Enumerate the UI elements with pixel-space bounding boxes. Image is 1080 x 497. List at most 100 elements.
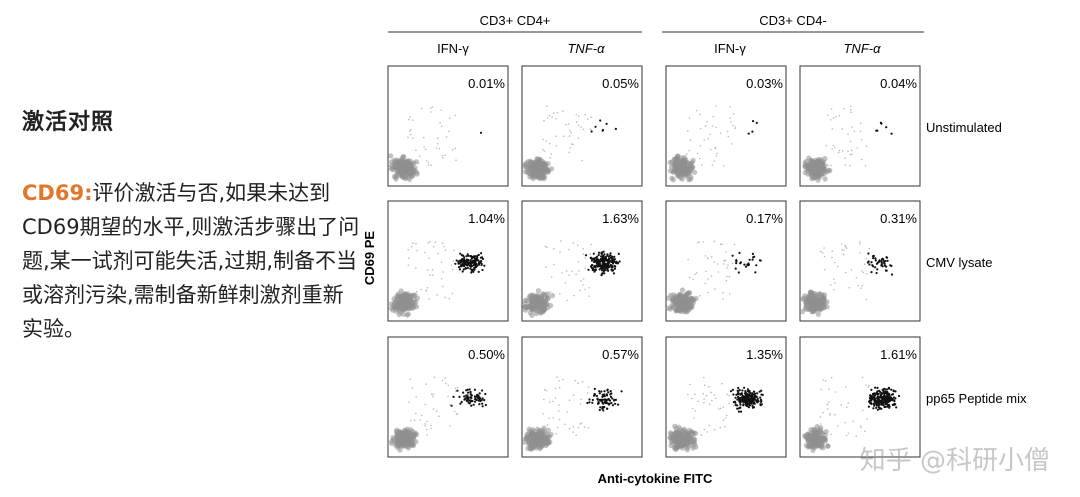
background-event-dot (860, 287, 862, 289)
background-event-dot (568, 427, 571, 430)
positive-event-dot (469, 255, 472, 258)
background-event-dot (859, 243, 861, 245)
background-event-dot (407, 136, 409, 139)
negative-event-dot (819, 443, 825, 449)
positive-event-dot (597, 251, 601, 254)
background-event-dot (712, 115, 714, 118)
background-event-dot (694, 393, 696, 396)
negative-event-dot (407, 432, 413, 438)
positive-event-dot (606, 398, 609, 401)
background-event-dot (698, 157, 701, 160)
positive-event-dot (759, 259, 762, 262)
background-event-dot (577, 382, 579, 385)
background-event-dot (697, 400, 700, 403)
positive-event-dot (614, 127, 617, 130)
background-event-dot (440, 125, 443, 128)
background-event-dot (451, 149, 454, 151)
x-axis-label: Anti-cytokine FITC (598, 471, 713, 486)
negative-event-dot (401, 302, 407, 308)
background-event-dot (851, 153, 853, 155)
negative-event-dot (527, 158, 534, 164)
background-event-dot (566, 299, 568, 302)
background-event-dot (444, 296, 446, 299)
background-event-dot (847, 432, 850, 435)
positive-event-dot (466, 264, 469, 267)
background-event-dot (722, 298, 724, 300)
background-event-dot (409, 130, 411, 132)
background-event-dot (454, 387, 457, 390)
positive-event-dot (751, 404, 754, 407)
background-event-dot (868, 247, 871, 250)
positive-event-dot (462, 268, 465, 271)
negative-event-dot (391, 174, 398, 180)
background-event-dot (696, 152, 699, 155)
negative-event-dot (667, 168, 674, 174)
positive-event-dot (587, 268, 590, 271)
background-event-dot (687, 393, 689, 396)
background-event-dot (416, 249, 418, 252)
negative-event-dot (399, 433, 405, 439)
background-event-dot (826, 403, 829, 406)
positive-event-dot (600, 390, 603, 393)
background-event-dot (558, 404, 560, 406)
positive-event-dot (592, 252, 595, 255)
positive-event-dot (613, 255, 616, 258)
background-event-dot (410, 419, 412, 422)
positive-event-dot (469, 267, 472, 270)
positive-event-dot (734, 401, 737, 404)
background-event-dot (710, 148, 712, 151)
positive-event-dot (606, 407, 609, 410)
background-event-dot (413, 419, 416, 422)
positive-event-dot (613, 258, 616, 261)
negative-event-dot (408, 172, 414, 178)
background-event-dot (688, 117, 691, 119)
background-event-dot (453, 410, 456, 413)
background-event-dot (824, 294, 827, 297)
cd69-label: CD69: (22, 181, 93, 205)
background-event-dot (415, 242, 417, 245)
positive-event-dot (885, 388, 889, 391)
positive-event-dot (739, 406, 742, 409)
positive-event-dot (475, 264, 479, 267)
background-event-dot (830, 376, 833, 379)
negative-event-dot (409, 302, 415, 308)
negative-event-dot (674, 153, 680, 159)
background-event-dot (443, 245, 445, 248)
positive-event-dot (883, 264, 887, 267)
background-event-dot (419, 419, 421, 421)
positive-event-dot (600, 251, 603, 254)
negative-event-dot (540, 427, 546, 433)
background-event-dot (694, 273, 696, 276)
background-event-dot (828, 388, 830, 391)
positive-event-dot (594, 259, 597, 262)
background-event-dot (702, 392, 704, 395)
positive-event-dot (458, 262, 461, 265)
positive-event-dot (460, 400, 463, 404)
background-event-dot (568, 248, 570, 251)
background-event-dot (425, 289, 427, 292)
positive-event-dot (760, 400, 763, 403)
positive-event-dot (600, 255, 603, 258)
positive-event-dot (465, 255, 468, 258)
positive-event-dot (608, 399, 612, 402)
negative-event-dot (530, 303, 536, 309)
background-event-dot (566, 411, 568, 413)
background-event-dot (691, 397, 693, 400)
background-event-dot (450, 264, 453, 267)
background-event-dot (415, 267, 417, 269)
positive-event-dot (607, 402, 610, 405)
background-event-dot (430, 393, 433, 396)
background-event-dot (711, 399, 713, 402)
background-event-dot (728, 293, 731, 295)
positive-event-dot (875, 271, 878, 275)
background-event-dot (715, 155, 718, 157)
background-event-dot (441, 242, 444, 245)
background-event-dot (693, 417, 695, 419)
background-event-dot (703, 401, 705, 404)
positive-event-dot (598, 392, 601, 395)
positive-event-dot (597, 253, 600, 257)
positive-event-dot (461, 254, 464, 257)
positive-event-dot (890, 393, 893, 396)
negative-event-dot (544, 169, 550, 175)
positive-event-dot (463, 256, 466, 259)
